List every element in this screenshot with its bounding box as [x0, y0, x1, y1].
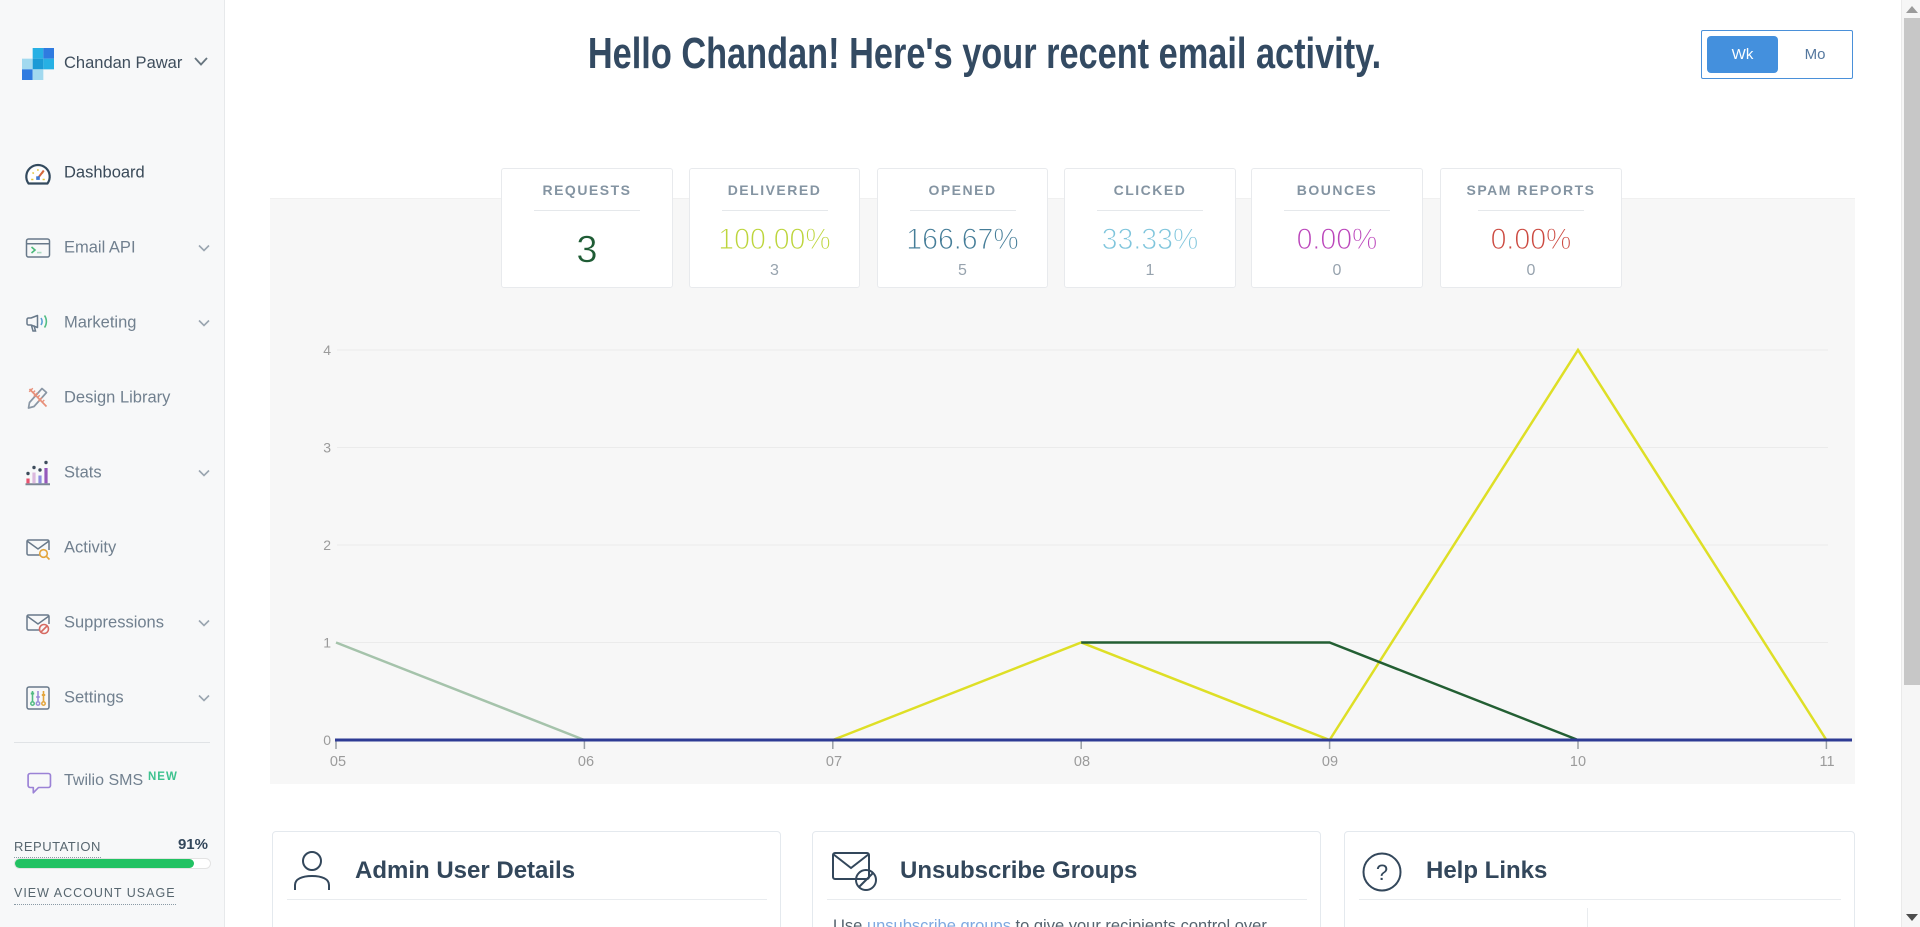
svg-text:06: 06 [578, 754, 594, 770]
svg-text:08: 08 [1074, 754, 1090, 770]
svg-text:07: 07 [826, 754, 842, 770]
svg-text:3: 3 [323, 440, 331, 456]
svg-text:?: ? [1376, 860, 1388, 885]
svg-text:0: 0 [323, 732, 331, 748]
svg-text:11: 11 [1819, 754, 1834, 770]
svg-text:10: 10 [1570, 754, 1586, 770]
svg-text:2: 2 [323, 537, 331, 553]
svg-text:1: 1 [323, 635, 331, 651]
svg-text:4: 4 [323, 342, 331, 358]
svg-text:05: 05 [330, 754, 346, 770]
svg-text:09: 09 [1322, 754, 1338, 770]
